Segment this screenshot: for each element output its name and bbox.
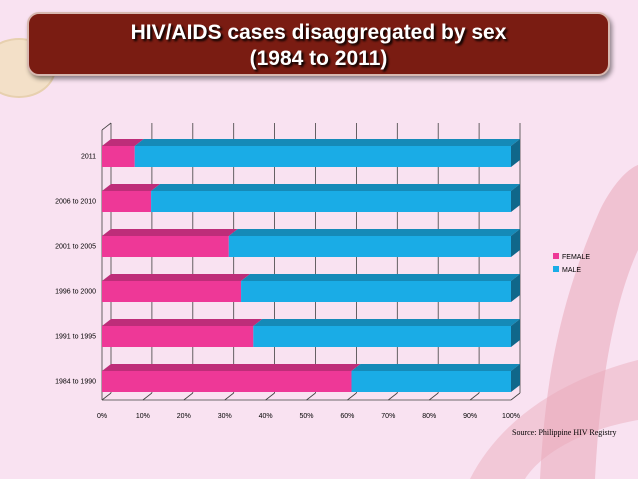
- floor-gridline: [265, 392, 275, 401]
- x-tick-label: 40%: [259, 413, 273, 420]
- floor-gridline: [142, 392, 153, 401]
- legend-label-male: MALE: [562, 267, 581, 274]
- x-tick-label: 60%: [340, 413, 354, 420]
- bar-top-face: [102, 364, 361, 371]
- floor-gridline: [428, 392, 439, 401]
- legend-swatch-female: [553, 253, 559, 259]
- x-tick-label: 30%: [218, 413, 232, 420]
- y-category-label: 1996 to 2000: [55, 289, 96, 296]
- bar-segment-male: [228, 236, 512, 257]
- title-banner: HIV/AIDS cases disaggregated by sex (198…: [27, 12, 610, 76]
- bar-segment-male: [241, 281, 511, 302]
- floor-gridline: [388, 392, 398, 401]
- bar-top-face: [241, 274, 520, 281]
- bar-segment-female: [102, 281, 242, 302]
- bar-top-face: [151, 184, 520, 191]
- bar-segment-female: [102, 191, 152, 212]
- bar-side-face: [511, 184, 520, 212]
- legend-swatch-male: [553, 266, 559, 272]
- floor-gridline: [306, 392, 316, 401]
- floor-gridline: [183, 392, 194, 401]
- title-line-1: HIV/AIDS cases disaggregated by sex: [130, 21, 507, 44]
- bar-top-face: [102, 184, 161, 191]
- y-category-label: 2001 to 2005: [55, 244, 96, 251]
- bar-segment-female: [102, 146, 135, 167]
- bar-segment-female: [102, 326, 254, 347]
- bar-side-face: [511, 319, 520, 347]
- bar-segment-male: [134, 146, 511, 167]
- x-tick-label: 90%: [463, 413, 477, 420]
- bar-top-face: [228, 229, 521, 236]
- x-tick-label: 80%: [422, 413, 436, 420]
- source-note: Source: Philippine HIV Registry: [512, 428, 617, 437]
- bar-top-face: [253, 319, 520, 326]
- bar-side-face: [511, 139, 520, 167]
- bar-top-face: [351, 364, 520, 371]
- y-category-label: 1984 to 1990: [55, 379, 96, 386]
- x-tick-label: 0%: [97, 413, 107, 420]
- bar-segment-male: [253, 326, 511, 347]
- bar-side-face: [511, 274, 520, 302]
- bar-segment-female: [102, 371, 352, 392]
- bar-top-face: [102, 319, 263, 326]
- bar-segment-male: [351, 371, 511, 392]
- floor-gridline: [510, 392, 521, 401]
- legend-label-female: FEMALE: [562, 254, 590, 261]
- x-tick-label: 50%: [299, 413, 313, 420]
- floor-gridline: [347, 392, 357, 401]
- x-tick-label: 70%: [381, 413, 395, 420]
- floor-gridline: [469, 392, 480, 401]
- bar-segment-male: [151, 191, 511, 212]
- bar-segment-female: [102, 236, 229, 257]
- x-tick-label: 100%: [502, 413, 520, 420]
- x-tick-label: 10%: [136, 413, 150, 420]
- y-category-label: 2011: [81, 154, 96, 161]
- title-line-2: (1984 to 2011): [249, 47, 388, 70]
- wall-edge: [101, 122, 112, 131]
- bar-top-face: [134, 139, 520, 146]
- bar-top-face: [102, 229, 238, 236]
- floor-gridline: [224, 392, 234, 401]
- y-category-label: 1991 to 1995: [55, 334, 96, 341]
- floor-gridline: [101, 392, 112, 401]
- bar-side-face: [511, 229, 520, 257]
- bar-top-face: [102, 274, 251, 281]
- bar-side-face: [511, 364, 520, 392]
- x-tick-label: 20%: [177, 413, 191, 420]
- y-category-label: 2006 to 2010: [55, 199, 96, 206]
- bar-top-face: [102, 139, 144, 146]
